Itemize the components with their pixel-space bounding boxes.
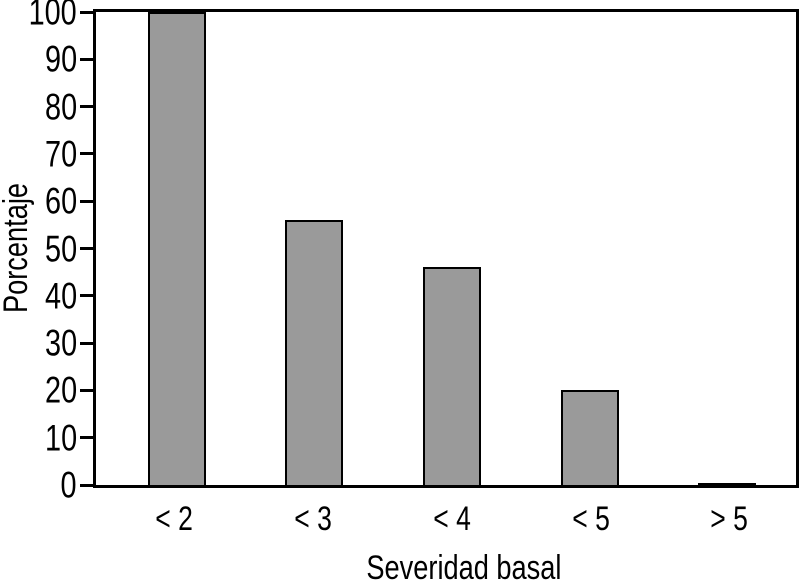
bar-slot-4 (521, 12, 659, 485)
bar-slot-5 (658, 12, 796, 485)
x-tick-label-text: < 2 (155, 500, 194, 538)
y-tick-mark (80, 105, 93, 109)
bar-slot-2 (246, 12, 384, 485)
y-tick-label: 50 (36, 230, 77, 267)
y-tick-label: 60 (36, 183, 77, 220)
y-tick-mark (80, 341, 93, 345)
y-tick-label-text: 10 (44, 417, 77, 459)
y-tick-label-text: 70 (44, 133, 77, 175)
y-tick-label: 90 (36, 41, 77, 78)
y-tick-label: 20 (36, 372, 77, 409)
y-tick-mark (80, 294, 93, 298)
y-tick-mark (80, 57, 93, 61)
y-tick-label-text: 50 (44, 228, 77, 269)
x-tick-label-text: < 5 (571, 500, 610, 538)
y-tick-label-text: 20 (44, 369, 77, 411)
x-axis-title-text: Severidad basal (366, 549, 562, 587)
bar-2 (285, 220, 344, 485)
y-axis-title: Porcentaje (0, 182, 35, 314)
y-tick-label-text: 30 (44, 322, 77, 364)
bar-slot-1 (108, 12, 246, 485)
y-tick-label-text: 80 (44, 86, 77, 128)
y-tick-mark (80, 152, 93, 156)
y-tick-label: 40 (36, 277, 77, 314)
bar-slot-3 (383, 12, 521, 485)
y-tick-mark (80, 483, 93, 487)
bar-1 (147, 12, 206, 485)
y-tick-label-text: 40 (44, 275, 77, 317)
y-tick-label: 10 (36, 419, 77, 456)
y-tick-label-text: 60 (44, 180, 77, 222)
y-tick-mark (80, 247, 93, 250)
bar-3 (422, 267, 481, 485)
x-tick-label-1: < 2 (105, 502, 244, 536)
bars-layer (96, 12, 796, 485)
x-tick-label-5: > 5 (660, 502, 799, 536)
x-tick-label-2: < 3 (244, 502, 383, 536)
y-tick-label: 100 (15, 0, 77, 31)
y-tick-label: 0 (56, 467, 77, 504)
y-tick-label: 70 (36, 135, 77, 172)
x-tick-label-text: > 5 (710, 500, 749, 538)
bar-5 (698, 483, 757, 485)
y-tick-mark (80, 10, 93, 14)
bar-4 (560, 390, 619, 485)
y-tick-label: 30 (36, 325, 77, 362)
y-tick-label-text: 100 (28, 0, 77, 33)
y-tick-label-text: 90 (44, 38, 77, 80)
x-tick-label-text: < 3 (294, 500, 332, 538)
y-tick-mark (80, 388, 93, 392)
x-tick-label-3: < 4 (383, 502, 522, 536)
y-tick-mark (80, 199, 93, 203)
x-tick-labels: < 2 < 3 < 4 < 5 > 5 (93, 502, 799, 536)
x-tick-label-4: < 5 (521, 502, 660, 536)
x-axis-title: Severidad basal (93, 551, 799, 585)
x-tick-label-text: < 4 (433, 500, 471, 538)
y-tick-label: 80 (36, 88, 77, 125)
y-tick-mark (80, 436, 93, 440)
plot-area: 0 10 20 30 40 50 60 70 80 90 100 (29, 0, 799, 504)
y-tick-label-text: 0 (60, 464, 77, 506)
